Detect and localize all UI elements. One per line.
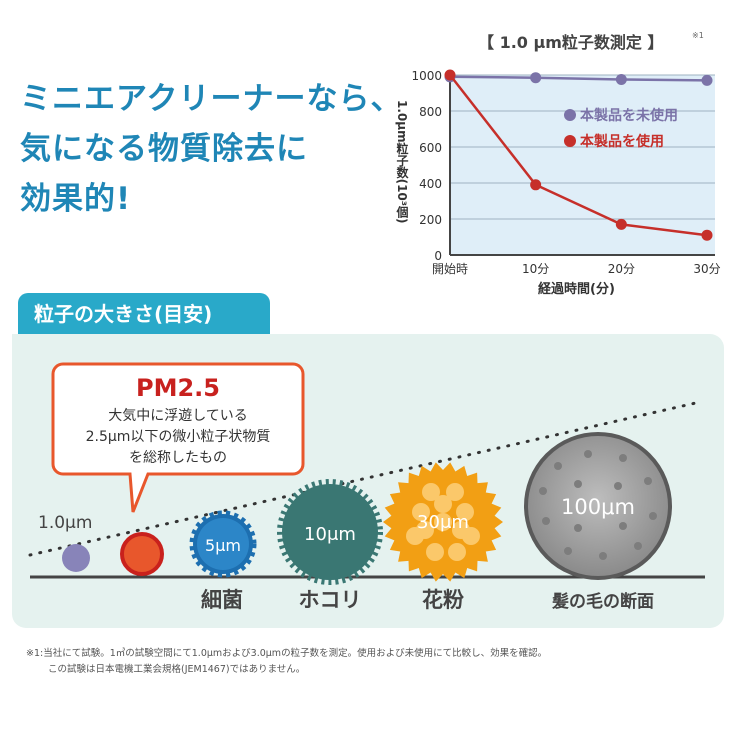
- hair-size-label: 100μm: [561, 495, 635, 519]
- hair-pore: [634, 542, 642, 550]
- pm25-line-1: 大気中に浮遊している: [108, 408, 248, 424]
- x-tick-label: 20分: [608, 262, 635, 276]
- particle-size-diagram: PM2.5 大気中に浮遊している 2.5μm以下の微小粒子状物質 を総称したもの…: [28, 362, 705, 612]
- hair-pore: [649, 512, 657, 520]
- headline-line-1: ミニエアクリーナーなら、: [20, 81, 403, 117]
- plot-background: [450, 75, 715, 255]
- series-1-point: [701, 74, 713, 86]
- series-line-1: [449, 75, 708, 82]
- pollen-spot: [434, 495, 452, 513]
- chart-title: 【 1.0 μm粒子数測定 】: [478, 33, 664, 52]
- pollen-spot: [426, 543, 444, 561]
- hair-pore: [574, 524, 582, 532]
- pm25-line-3: を総称したもの: [129, 450, 227, 466]
- pollen-spot: [434, 513, 452, 531]
- particle-count-chart: 【 1.0 μm粒子数測定 】 ※1 0 200 400 600 800 1000 開始時 1…: [395, 31, 721, 297]
- headline: ミニエアクリーナーなら、 気になる物質除去に 効果的!: [20, 74, 402, 224]
- hair-pore: [539, 487, 547, 495]
- y-tick-label: 200: [419, 213, 442, 227]
- hair-pore: [599, 552, 607, 560]
- legend-marker-1: [564, 109, 576, 121]
- particle-dust: [277, 479, 383, 585]
- particle-1um: [62, 544, 90, 572]
- pollen-spot: [416, 521, 434, 539]
- y-tick-label: 800: [419, 105, 442, 119]
- x-tick-label: 10分: [522, 262, 549, 276]
- particle-hair: [524, 432, 672, 580]
- x-tick-label: 開始時: [432, 262, 468, 276]
- legend-label-2: 本製品を使用: [580, 133, 664, 150]
- hair-pore: [564, 547, 572, 555]
- y-tick-label: 1000: [411, 69, 442, 83]
- dust-label: ホコリ: [299, 588, 362, 612]
- pollen-spot: [452, 521, 470, 539]
- hair-pore: [554, 462, 562, 470]
- x-tick-label: 30分: [693, 262, 720, 276]
- bacteria-label: 細菌: [201, 588, 243, 612]
- pollen-spot: [412, 503, 430, 521]
- footnote-line-1: ※1:当社にて試験。1㎥の試験空間にて1.0μmおよび3.0μmの粒子数を測定。…: [26, 648, 548, 659]
- pm25-callout: [51, 362, 305, 513]
- footnote: ※1:当社にて試験。1㎥の試験空間にて1.0μmおよび3.0μmの粒子数を測定。…: [26, 646, 547, 678]
- pollen-spot: [446, 483, 464, 501]
- hair-pore: [614, 482, 622, 490]
- footnote-line-2: この試験は日本電機工業会規格(JEM1467)ではありません。: [48, 664, 306, 675]
- bacteria-size-label: 5μm: [205, 536, 241, 555]
- series-2-point: [615, 218, 627, 230]
- hair-pore: [584, 450, 592, 458]
- hair-pore: [574, 480, 582, 488]
- reference-size-label: 1.0μm: [38, 513, 92, 533]
- x-axis-label: 経過時間(分): [538, 281, 615, 297]
- pm25-title: PM2.5: [136, 374, 220, 402]
- hair-pore: [619, 454, 627, 462]
- series-2-point: [444, 69, 456, 81]
- dust-size-label: 10μm: [304, 524, 356, 545]
- series-2-point: [701, 229, 713, 241]
- hair-label: 髪の毛の断面: [551, 591, 654, 612]
- pollen-size-label: 30μm: [417, 512, 469, 533]
- plot-area: 0 200 400 600 800 1000 開始時 10分 20分 30分 本製品を未使用本製品を…: [411, 69, 720, 276]
- legend-label-1: 本製品を未使用: [580, 107, 678, 124]
- pollen-spot: [422, 483, 440, 501]
- pm25-line-2: 2.5μm以下の微小粒子状物質: [86, 429, 271, 445]
- pollen-spot: [448, 543, 466, 561]
- series-1-point: [530, 72, 542, 84]
- chart-title-note: ※1: [692, 31, 704, 40]
- y-tick-label: 400: [419, 177, 442, 191]
- hair-pore: [644, 477, 652, 485]
- particle-bacteria: [189, 510, 257, 578]
- particle-pollen: [383, 462, 503, 582]
- pollen-spot: [456, 503, 474, 521]
- headline-line-2: 気になる物質除去に: [20, 131, 308, 167]
- particle-pm25: [120, 532, 164, 576]
- size-panel-title: 粒子の大きさ(目安): [18, 293, 270, 335]
- headline-line-3: 効果的!: [20, 181, 132, 217]
- series-1-point: [615, 74, 627, 85]
- y-axis-label: 1.0μm粒子数(10³個): [395, 100, 409, 224]
- hair-pore: [542, 517, 550, 525]
- series-2-point: [530, 179, 542, 191]
- y-tick-label: 0: [434, 249, 442, 263]
- pollen-label: 花粉: [422, 588, 464, 612]
- y-tick-label: 600: [419, 141, 442, 155]
- series-line-2: [449, 74, 708, 237]
- legend-marker-2: [564, 135, 576, 147]
- hair-pore: [619, 522, 627, 530]
